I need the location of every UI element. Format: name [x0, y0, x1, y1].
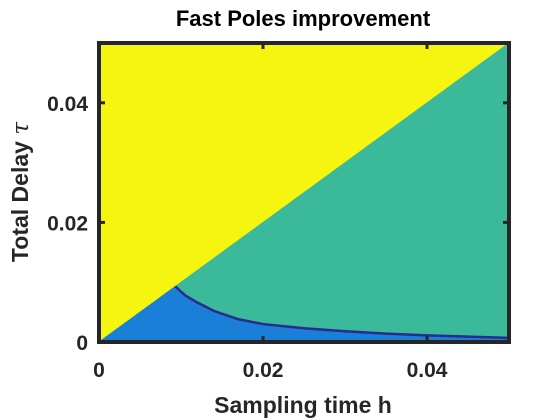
- region-boundary-curve: [174, 285, 510, 340]
- chart-title: Fast Poles improvement: [176, 6, 431, 31]
- heatmap-regions: [97, 42, 511, 343]
- y-axis-label-symbol: τ: [8, 121, 34, 135]
- y-tick-labels: 0 0.02 0.04: [47, 93, 88, 355]
- y-tick-label: 0: [76, 332, 88, 355]
- axis-ticks: [97, 43, 509, 344]
- plot-area: [97, 41, 511, 344]
- y-axis-label: Total Delay τ: [7, 121, 34, 262]
- plot-frame: [97, 41, 511, 344]
- y-tick-label: 0.02: [47, 212, 88, 235]
- x-tick-label: 0.02: [243, 359, 284, 382]
- y-tick-label: 0.04: [47, 93, 88, 116]
- x-tick-labels: 0 0.02 0.04: [93, 359, 448, 382]
- x-axis-label: Sampling time h: [214, 392, 392, 418]
- x-tick-label: 0.04: [407, 359, 448, 382]
- y-axis-label-text: Total Delay: [7, 135, 33, 262]
- x-tick-label: 0: [93, 359, 105, 382]
